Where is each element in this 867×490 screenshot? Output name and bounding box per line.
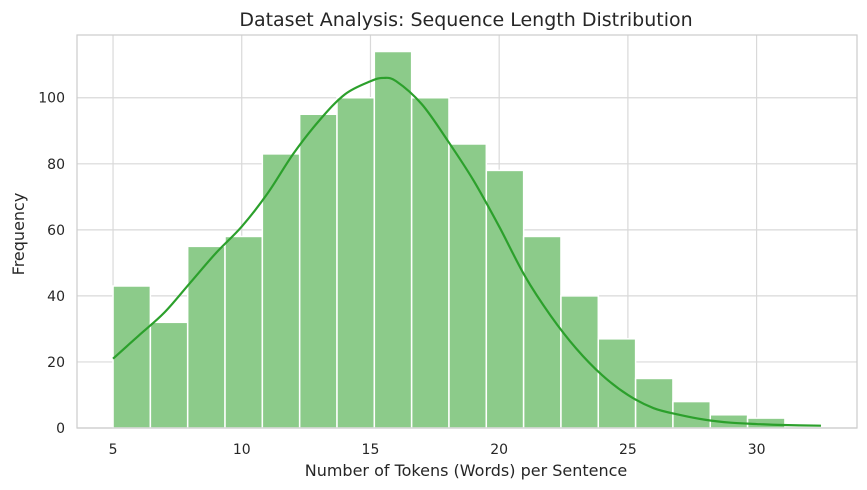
- y-tick-label: 80: [47, 157, 65, 173]
- y-tick-label: 20: [47, 355, 65, 371]
- y-tick-label: 100: [38, 91, 65, 107]
- histogram-bar: [373, 50, 413, 429]
- histogram-bar: [522, 235, 562, 429]
- x-tick-label: 25: [619, 442, 637, 458]
- plot-frame: [76, 34, 858, 429]
- histogram-bar: [560, 295, 600, 429]
- histogram-bar: [261, 153, 301, 429]
- y-tick-label: 40: [47, 289, 65, 305]
- x-tick-label: 30: [748, 442, 766, 458]
- histogram-bar: [597, 338, 637, 429]
- kde-line: [112, 76, 821, 427]
- plot-area: 5 10 15 20 25 30 0 20 40 60 80 100: [38, 34, 858, 458]
- x-axis-label: Number of Tokens (Words) per Sentence: [305, 461, 628, 480]
- histogram-bar: [336, 96, 376, 429]
- chart-title: Dataset Analysis: Sequence Length Distri…: [239, 9, 692, 31]
- y-tick-label: 0: [56, 421, 65, 437]
- histogram-bar: [149, 321, 189, 429]
- histogram-bar: [448, 143, 488, 429]
- x-tick-label: 15: [362, 442, 380, 458]
- histogram-bar: [186, 245, 226, 429]
- histogram-bar: [298, 113, 338, 429]
- histogram-bar: [410, 96, 450, 429]
- histogram-bar: [485, 169, 525, 429]
- y-axis-label: Frequency: [9, 193, 28, 276]
- histogram-bar: [224, 235, 264, 429]
- y-tick-label: 60: [47, 223, 65, 239]
- x-tick-label: 20: [490, 442, 508, 458]
- x-tick-label: 5: [109, 442, 118, 458]
- x-tick-label: 10: [233, 442, 251, 458]
- histogram-bar: [112, 285, 152, 429]
